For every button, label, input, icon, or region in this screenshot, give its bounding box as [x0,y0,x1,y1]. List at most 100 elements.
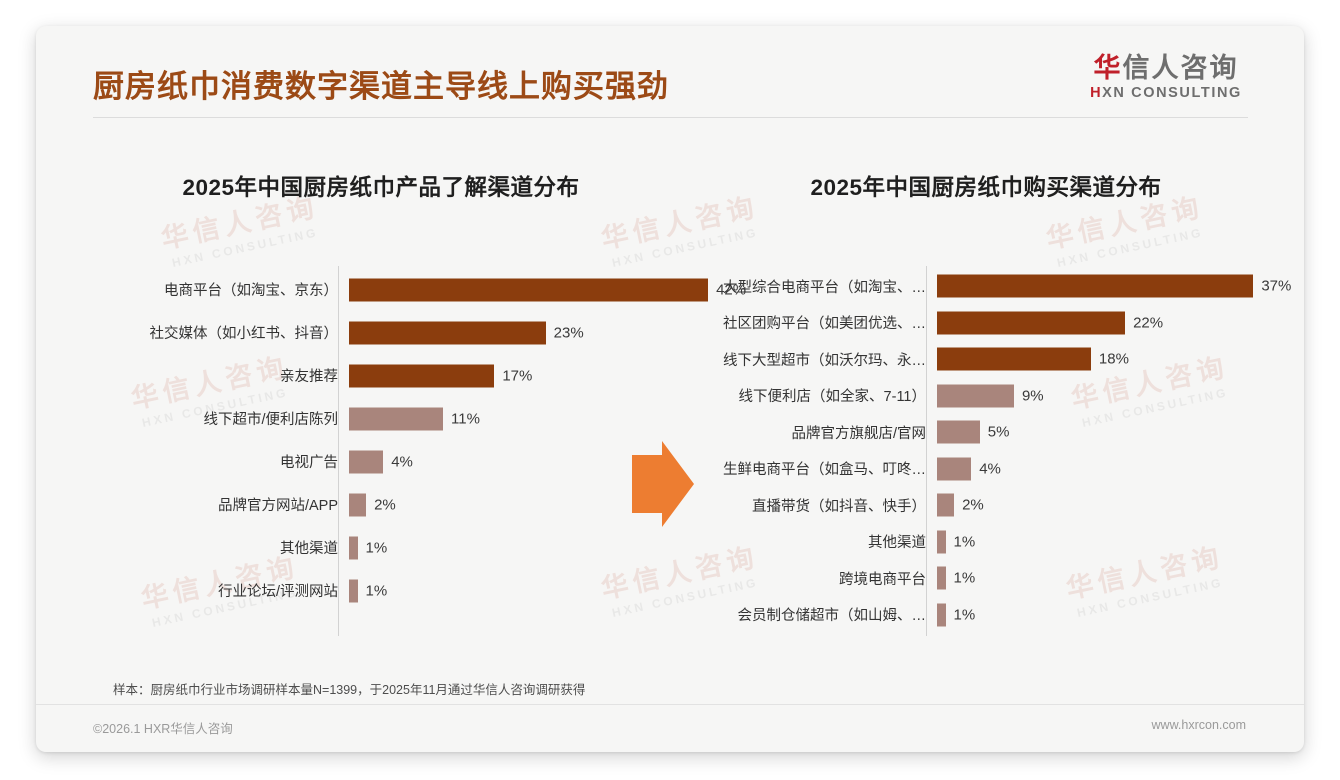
bar-track: 4% [348,440,696,483]
value-label: 22% [1133,314,1164,332]
category-label: 其他渠道 [280,541,338,557]
value-label: 2% [962,496,984,514]
bar-row: 会员制仓储超市（如山姆、… 1% [676,597,1296,634]
chart-panel-awareness: 2025年中国厨房纸巾产品了解渠道分布 电商平台（如淘宝、京东） 42% 社交媒体（… [66,156,746,676]
category-label: 品牌官方旗舰店/官网 [791,425,926,442]
value-label: 4% [979,460,1001,478]
category-label: 行业论坛/评测网站 [217,584,338,600]
logo-en-red: H [1090,85,1103,102]
category-label: 电商平台（如淘宝、京东） [164,283,338,299]
chart-panel-purchase: 2025年中国厨房纸巾购买渠道分布 大型综合电商平台（如淘宝、… 37% 社区团购平… [676,156,1296,676]
value-label: 42% [716,281,747,298]
bar-track: 18% [936,341,1296,378]
bar-track: 2% [936,487,1296,524]
category-label: 生鲜电商平台（如盒马、叮咚… [723,462,926,479]
category-label: 社交媒体（如小红书、抖音） [149,326,339,342]
category-label: 线下大型超市（如沃尔玛、永… [723,352,926,369]
value-label: 1% [365,582,388,599]
bar-rows: 电商平台（如淘宝、京东） 42% 社交媒体（如小红书、抖音） 23% 亲友推荐 17% 线下… [66,266,746,636]
bar-track: 1% [936,524,1296,561]
slide-card: 华信人咨询 HXN CONSULTING 华信人咨询 HXN CONSULTIN… [36,26,1304,752]
bar-track: 23% [348,311,696,354]
bar [937,603,946,627]
logo-en-rest: XN CONSULTING [1102,85,1242,102]
brand-logo: 华信人咨询 HXN CONSULTING [1086,54,1246,102]
bar-track: 1% [348,526,696,569]
bar-track: 4% [936,451,1296,488]
source-note: 样本：厨房纸巾行业市场调研样本量N=1399，于2025年11月通过华信人咨询调… [113,683,586,697]
value-label: 1% [365,539,388,556]
bar-track: 17% [348,354,696,397]
chart-title: 2025年中国厨房纸巾购买渠道分布 [810,175,1162,200]
bar-row: 大型综合电商平台（如淘宝、… 37% [676,268,1296,305]
bar [349,407,444,430]
bar-row: 电商平台（如淘宝、京东） 42% [66,268,746,311]
bar [937,457,972,481]
bar-row: 其他渠道 1% [66,526,696,569]
category-label: 直播带货（如抖音、快手） [752,498,926,515]
logo-cn-red: 华 [1093,53,1123,83]
bar-row: 生鲜电商平台（如盒马、叮咚… 4% [676,451,1296,488]
bar [937,493,955,517]
value-label: 9% [1021,387,1044,405]
y-axis-line [926,266,927,636]
value-label: 17% [502,367,533,384]
bar [349,278,709,301]
value-label: 1% [953,533,976,551]
bar-row: 其他渠道 1% [676,524,1296,561]
bar [937,347,1091,371]
bar-rows: 大型综合电商平台（如淘宝、… 37% 社区团购平台（如美团优选、… 22% 线下大型超市… [676,266,1296,636]
right-arrow-icon [632,441,694,527]
bar-track: 1% [936,560,1296,597]
bar-row: 行业论坛/评测网站 1% [66,569,696,612]
logo-cn-text: 华信人咨询 [1086,54,1246,82]
bar [937,274,1254,298]
bar-track: 22% [936,305,1296,342]
category-label: 大型综合电商平台（如淘宝、… [723,279,926,296]
category-label: 会员制仓储超市（如山姆、… [737,608,927,625]
y-axis-line [338,266,339,636]
value-label: 1% [953,569,976,587]
bar-row: 品牌官方旗舰店/官网 5% [676,414,1296,451]
bar-row: 线下超市/便利店陈列 11% [66,397,696,440]
value-label: 18% [1098,350,1129,368]
website-url: www.hxrcon.com [1151,718,1246,732]
bar-track: 11% [348,397,696,440]
category-label: 社区团购平台（如美团优选、… [723,316,926,333]
value-label: 4% [391,453,413,470]
value-label: 2% [374,496,396,513]
bar [349,321,546,344]
slide-header: 厨房纸巾消费数字渠道主导线上购买强劲 华信人咨询 HXN CONSULTING [36,26,1304,118]
bar [937,311,1126,335]
bar [937,420,980,444]
header-divider [93,117,1248,118]
category-label: 线下超市/便利店陈列 [203,412,338,428]
copyright-text: ©2026.1 HXR华信人咨询 [93,722,233,736]
value-label: 37% [1261,277,1292,295]
logo-cn-rest: 信人咨询 [1122,53,1239,83]
category-label: 电视广告 [280,455,338,471]
bar-track: 1% [348,569,696,612]
bar-row: 品牌官方网站/APP 2% [66,483,696,526]
bar-row: 线下便利店（如全家、7-11） 9% [676,378,1296,415]
bar-track: 37% [936,268,1296,305]
value-label: 23% [553,324,584,341]
category-label: 线下便利店（如全家、7-11） [738,389,926,406]
bar-row: 亲友推荐 17% [66,354,696,397]
bar-track: 2% [348,483,696,526]
bar-track: 9% [936,378,1296,415]
value-label: 1% [953,606,976,624]
category-label: 亲友推荐 [280,369,338,385]
bar-row: 直播带货（如抖音、快手） 2% [676,487,1296,524]
bar-row: 电视广告 4% [66,440,696,483]
bar [349,536,358,559]
logo-en-text: HXN CONSULTING [1086,85,1246,101]
bar [937,530,946,554]
bar-row: 社交媒体（如小红书、抖音） 23% [66,311,696,354]
category-label: 跨境电商平台 [839,571,926,588]
category-label: 品牌官方网站/APP [217,498,338,514]
bar-track: 1% [936,597,1296,634]
category-label: 其他渠道 [868,535,926,552]
chart-plot-area: 大型综合电商平台（如淘宝、… 37% 社区团购平台（如美团优选、… 22% 线下大型超市… [676,266,1296,636]
chart-plot-area: 电商平台（如淘宝、京东） 42% 社交媒体（如小红书、抖音） 23% 亲友推荐 17% 线下… [66,266,746,636]
